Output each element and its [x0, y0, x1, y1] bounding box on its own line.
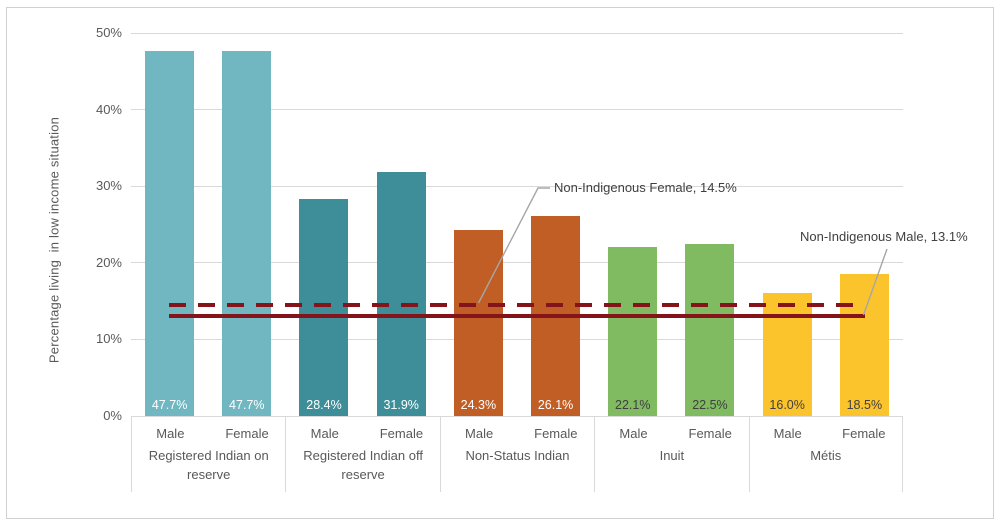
y-axis-title: Percentage living in low income situatio…	[46, 116, 62, 364]
bar-slot: 22.5%	[671, 33, 748, 416]
bar-male-3: 22.1%	[608, 246, 658, 416]
bar-value-label: 47.7%	[229, 398, 265, 412]
bar-value-label: 47.7%	[151, 398, 188, 412]
sex-label-female: Female	[225, 426, 269, 441]
group-label: Inuit	[659, 448, 685, 463]
y-tick-label-0%: 0%	[103, 408, 122, 423]
bar-slot: 22.1%	[594, 33, 671, 416]
bar-female-0: 47.7%	[222, 50, 272, 416]
y-tick-label-50%: 50%	[95, 25, 122, 40]
bar-male-1: 28.4%	[299, 198, 349, 416]
category-axis: Male Female Registered Indian on reserve Ma…	[131, 416, 903, 492]
category-cell-2: Male Female Non-Status Indian	[439, 417, 594, 492]
bar-slot: 18.5%	[826, 33, 903, 416]
sex-label-row: Male Female	[132, 426, 285, 441]
category-cell-3: Male Female Inuit	[594, 417, 748, 492]
bar-value-label: 28.4%	[306, 398, 342, 412]
sex-label-row: Male Female	[286, 426, 439, 441]
category-cell-1: Male Female Registered Indian off reserve	[285, 417, 439, 492]
group-label: Métis	[810, 448, 842, 463]
sex-label-row: Male Female	[595, 426, 748, 441]
bar-slot: 47.7%	[208, 33, 285, 416]
reference-line-non-indigenous-female	[168, 302, 865, 307]
reference-line-non-indigenous-male	[168, 313, 865, 318]
group-label: Registered Indian off reserve	[303, 448, 423, 482]
bar-group-1: 28.4% 31.9%	[285, 33, 439, 416]
bar-female-3: 22.5%	[685, 243, 735, 416]
sex-label-male: Male	[773, 426, 802, 441]
group-label: Registered Indian on reserve	[148, 448, 269, 482]
plot-area: 47.7% 47.7% 28.4% 31.9% 24.3% 26.1% 22.1% 22.5%…	[131, 32, 903, 416]
y-tick-label-30%: 30%	[95, 178, 122, 194]
y-tick-label-20%: 20%	[95, 254, 122, 270]
bar-value-label: 22.5%	[692, 398, 728, 412]
bar-slot: 28.4%	[285, 33, 362, 416]
gridline-40	[131, 109, 903, 111]
sex-label-male: Male	[310, 426, 339, 441]
y-tick-label-10%: 10%	[95, 331, 122, 347]
gridline-50	[131, 32, 903, 34]
sex-label-row: Male Female	[441, 426, 594, 441]
annotation-non-indigenous-male: Non-Indigenous Male, 13.1%	[800, 229, 968, 244]
sex-label-female: Female	[842, 426, 886, 441]
annotation-non-indigenous-female: Non-Indigenous Female, 14.5%	[554, 180, 737, 195]
category-cell-4: Male Female Métis	[748, 417, 903, 492]
bar-male-2: 24.3%	[453, 229, 503, 416]
bar-slot: 47.7%	[131, 33, 208, 416]
gridline-30	[131, 185, 903, 187]
bar-group-2: 24.3% 26.1%	[440, 33, 594, 416]
bar-slot: 24.3%	[440, 33, 517, 416]
bar-slot: 31.9%	[363, 33, 440, 416]
bar-male-4: 16.0%	[762, 293, 812, 416]
bar-value-label: 26.1%	[537, 398, 574, 412]
group-label: Non-Status Indian	[465, 448, 570, 463]
category-cell-0: Male Female Registered Indian on reserve	[131, 417, 285, 492]
y-tick-label-40%: 40%	[95, 101, 122, 117]
bar-female-4: 18.5%	[839, 274, 889, 416]
bar-slot: 16.0%	[749, 33, 826, 416]
bar-group-3: 22.1% 22.5%	[594, 33, 748, 416]
sex-label-female: Female	[379, 426, 424, 441]
sex-label-female: Female	[534, 426, 578, 441]
bar-value-label: 31.9%	[383, 398, 419, 412]
bar-value-label: 18.5%	[846, 398, 883, 412]
sex-label-male: Male	[619, 426, 648, 441]
bar-value-label: 24.3%	[460, 398, 497, 412]
bar-value-label: 22.1%	[615, 398, 651, 412]
sex-label-male: Male	[465, 426, 494, 441]
sex-label-female: Female	[688, 426, 732, 441]
gridline-10	[131, 338, 903, 340]
sex-label-row: Male Female	[750, 426, 902, 441]
bar-group-0: 47.7% 47.7%	[131, 33, 285, 416]
bar-slot: 26.1%	[517, 33, 594, 416]
bar-value-label: 16.0%	[769, 398, 805, 412]
bar-male-0: 47.7%	[145, 50, 195, 416]
sex-label-male: Male	[156, 426, 185, 441]
bar-group-4: 16.0% 18.5%	[749, 33, 903, 416]
bar-female-1: 31.9%	[376, 171, 426, 416]
